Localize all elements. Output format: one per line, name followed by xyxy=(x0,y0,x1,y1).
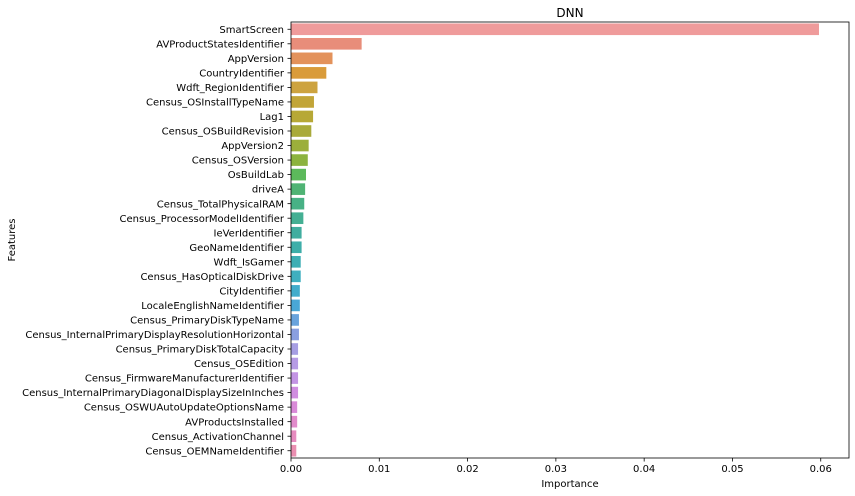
bar xyxy=(291,139,309,152)
bar xyxy=(291,372,299,384)
bar xyxy=(291,299,300,312)
chart-title: DNN xyxy=(556,6,583,20)
bar xyxy=(291,430,297,443)
y-tick-label: Wdft_IsGamer xyxy=(213,257,284,268)
bar xyxy=(291,81,318,94)
x-tick-label: 0.03 xyxy=(545,464,567,475)
bar xyxy=(291,285,300,297)
bar xyxy=(291,183,306,195)
x-axis-label: Importance xyxy=(541,479,598,490)
bar xyxy=(291,270,301,283)
bar xyxy=(291,52,333,65)
bar xyxy=(291,255,301,268)
bar xyxy=(291,125,312,137)
y-tick-label: Census_FirmwareManufacturerIdentifier xyxy=(85,374,285,385)
bar xyxy=(291,401,298,413)
y-tick-label: Census_ProcessorModelIdentifier xyxy=(120,214,285,225)
y-tick-label: IeVerIdentifier xyxy=(214,228,285,239)
y-tick-label: AppVersion xyxy=(228,54,284,65)
bar xyxy=(291,110,314,123)
bar xyxy=(291,357,299,370)
y-tick-label: SmartScreen xyxy=(219,25,284,36)
y-tick-label: GeoNameIdentifier xyxy=(189,243,284,254)
x-tick-label: 0.01 xyxy=(368,464,390,475)
y-tick-label: AppVersion2 xyxy=(221,141,284,152)
y-tick-label: Census_PrimaryDiskTotalCapacity xyxy=(116,345,284,356)
y-tick-labels: SmartScreen AVProductStatesIdentifier AppV… xyxy=(22,25,291,457)
bar xyxy=(291,241,302,254)
y-tick-label: CountryIdentifier xyxy=(199,68,285,79)
y-tick-label: Census_OEMNameIdentifier xyxy=(145,446,284,457)
bar xyxy=(291,67,327,79)
x-tick-label: 0.00 xyxy=(280,464,302,475)
bar xyxy=(291,212,304,225)
y-tick-label: Census_OSInstallTypeName xyxy=(146,98,284,109)
bars-group xyxy=(291,23,819,457)
x-ticks: 0.00 0.01 0.02 0.03 0.04 0.05 0.06 xyxy=(280,458,832,475)
y-tick-label: Wdft_RegionIdentifier xyxy=(176,83,285,94)
bar xyxy=(291,37,362,50)
y-tick-label: Lag1 xyxy=(260,112,284,123)
bar xyxy=(291,386,299,399)
y-tick-label: driveA xyxy=(252,185,284,196)
bar xyxy=(291,96,314,108)
bar xyxy=(291,328,299,341)
x-tick-label: 0.04 xyxy=(633,464,655,475)
y-tick-label: LocaleEnglishNameIdentifier xyxy=(141,301,285,312)
y-tick-label: AVProductStatesIdentifier xyxy=(156,39,285,50)
bar xyxy=(291,197,305,210)
bar xyxy=(291,444,297,457)
y-axis-label: Features xyxy=(7,219,18,262)
y-tick-label: Census_TotalPhysicalRAM xyxy=(157,199,284,210)
bar xyxy=(291,23,819,36)
y-tick-label: Census_InternalPrimaryDiagonalDisplaySiz… xyxy=(22,388,284,399)
y-tick-label: Census_OSWUAutoUpdateOptionsName xyxy=(84,403,284,414)
plot-frame xyxy=(290,21,850,459)
y-tick-label: Census_HasOpticalDiskDrive xyxy=(140,272,284,283)
x-tick-label: 0.06 xyxy=(810,464,832,475)
y-tick-label: Census_PrimaryDiskTypeName xyxy=(130,316,284,327)
y-tick-label: Census_InternalPrimaryDisplayResolutionH… xyxy=(25,330,284,341)
bar xyxy=(291,226,302,239)
x-tick-label: 0.02 xyxy=(456,464,478,475)
x-tick-label: 0.05 xyxy=(721,464,743,475)
y-tick-label: AVProductsInstalled xyxy=(185,417,284,428)
y-tick-label: OsBuildLab xyxy=(228,170,284,181)
bar xyxy=(291,415,298,428)
y-tick-label: Census_OSVersion xyxy=(192,156,284,167)
bar xyxy=(291,168,307,181)
y-tick-label: Census_ActivationChannel xyxy=(152,432,284,443)
bar xyxy=(291,314,299,326)
y-tick-label: Census_OSEdition xyxy=(194,359,284,370)
y-tick-label: CityIdentifier xyxy=(219,286,285,297)
bar xyxy=(291,343,299,355)
bar xyxy=(291,154,308,166)
y-tick-label: Census_OSBuildRevision xyxy=(162,127,284,138)
